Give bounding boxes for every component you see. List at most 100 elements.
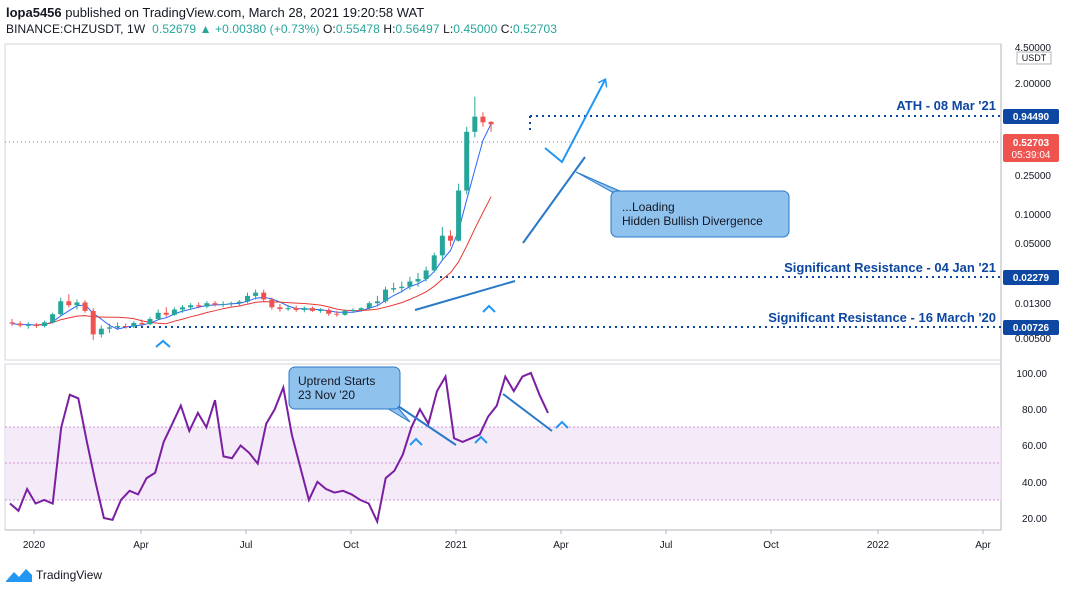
candle [244,292,250,304]
candle-body [342,310,348,315]
candle-body [106,327,112,329]
up-arrow-icon: ▲ [199,22,212,36]
candle [212,300,218,307]
resistance-mar-badge-text: 0.00726 [1013,323,1050,334]
price-tick-label: 0.05000 [1015,239,1052,250]
time-tick-label: 2021 [445,540,468,551]
candle-body [171,309,177,315]
rsi-tick-label: 20.00 [1022,514,1047,525]
ath-label[interactable]: ATH - 08 Mar '21 [896,98,996,113]
candle-body [58,301,64,315]
candle [74,299,80,310]
price-tick-label: 0.01300 [1015,299,1052,310]
candle-body [204,303,210,307]
candle-body [456,190,462,241]
time-tick-label: Apr [975,540,991,551]
candle [147,316,153,326]
candle-body [188,305,194,308]
bar-countdown: 05:39:04 [1012,150,1051,161]
rsi-tick-label: 80.00 [1022,405,1047,416]
candle-body [383,289,389,302]
candle-body [82,302,88,311]
candle-body [407,281,413,287]
time-tick-label: Apr [553,540,569,551]
candle-body [155,312,161,319]
candle [374,295,380,307]
candle-body [391,288,397,290]
candle-body [236,301,242,304]
last-price-badge: 0.52703 05:39:04 [1003,134,1059,162]
footer-brand[interactable]: TradingView [6,568,102,582]
open-label: O: [322,22,336,36]
candle [326,308,332,316]
publisher-name[interactable]: lopa5456 [6,5,62,20]
candle-body [431,255,437,271]
candle [399,281,405,293]
projection-arrow[interactable] [544,80,605,164]
candle [82,300,88,313]
rsi-swing-marker-2 [474,435,488,444]
candle [309,306,315,312]
candle-body [326,309,332,314]
candle [277,303,283,312]
candle [123,323,129,329]
candle-body [212,303,218,305]
uptrend-callout[interactable] [288,366,401,410]
candle-body [415,279,421,282]
price-tick-label: 0.25000 [1015,171,1052,182]
candle [285,305,291,311]
price-unit-box [1016,51,1052,65]
candle-body [366,303,372,309]
candle-body [115,326,121,328]
candle-body [488,121,494,125]
price-tick-label: 0.00500 [1015,334,1052,345]
high-value: 0.56497 [395,22,440,36]
rsi-trendline-1[interactable] [397,405,457,446]
candle [155,309,161,321]
candle-body [139,322,145,325]
candle-body [285,308,291,310]
candle-body [41,322,47,327]
candle-body [90,310,96,335]
rsi-band [5,427,1001,500]
symbol-name[interactable]: BINANCE:CHZUSDT, 1W [6,22,146,36]
candle [220,301,226,308]
candle [131,321,137,329]
candle [180,305,186,313]
uptrend-callout-line1: Uptrend Starts [298,374,375,388]
candle [439,227,445,260]
divergence-trendline[interactable] [522,156,586,244]
candle-body [423,270,429,280]
candle [33,322,39,329]
candle [366,301,372,310]
divergence-callout[interactable] [610,190,790,238]
support-trendline[interactable] [414,280,516,311]
resistance-mar-label[interactable]: Significant Resistance - 16 March '20 [768,310,996,325]
candle [456,183,462,242]
price-change: +0.00380 (+0.73%) [215,22,320,36]
resistance-jan-label[interactable]: Significant Resistance - 04 Jan '21 [784,260,996,275]
candle-body [66,301,72,306]
publish-info: lopa5456 published on TradingView.com, M… [6,5,424,20]
candle-body [163,312,169,315]
candle-body [147,318,153,325]
candle-body [9,322,15,324]
candle-body [74,302,80,306]
candle-body [277,307,283,310]
candle-body [301,308,307,310]
time-tick-label: Oct [343,540,359,551]
candle-body [25,324,31,326]
candle-body [17,323,23,326]
candle-body [220,303,226,305]
candle [318,308,324,313]
candle-body [358,308,364,310]
rsi-trendline-2[interactable] [502,393,553,432]
ath-badge: 0.94490 [1003,109,1059,124]
candle [464,126,470,195]
candle [90,308,96,341]
rsi-tick-label: 100.00 [1016,369,1047,380]
symbol-legend: BINANCE:CHZUSDT, 1W 0.52679 ▲ +0.00380 (… [6,22,557,36]
candle-body [309,308,315,311]
candle [261,289,267,302]
